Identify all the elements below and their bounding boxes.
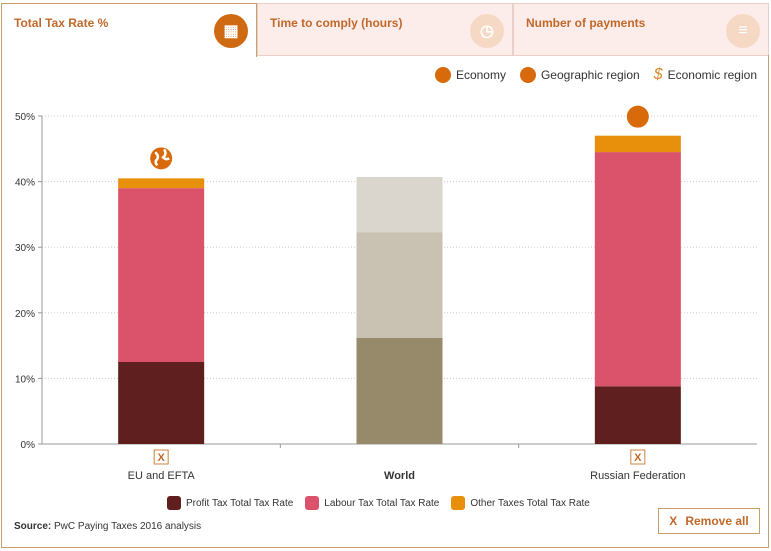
calculator-icon: ▦ [214,14,248,48]
y-tick-label: 40% [15,178,35,189]
source-text: PwC Paying Taxes 2016 analysis [54,521,202,532]
tab-number-of-payments[interactable]: Number of payments ≡ [513,3,769,56]
economy-icon [626,105,649,128]
bar-segment [594,152,681,387]
y-tick-label: 10% [15,374,35,385]
chart-panel [1,55,769,548]
tab-time-to-comply[interactable]: Time to comply (hours) ◷ [257,3,513,56]
legend-label: Profit Tax Total Tax Rate [186,497,294,509]
x-tick-label: World [384,470,415,482]
economy-icon [434,67,451,83]
remove-x-icon: X [157,452,165,464]
bar-segment [356,337,443,444]
labour-swatch [305,496,320,510]
money-stack-icon: ≡ [726,14,760,48]
bar-segment [356,232,443,338]
dollar-icon: $ [653,66,663,83]
y-tick-label: 50% [15,112,35,123]
tab-label: Number of payments [526,16,646,30]
bar-segment [594,135,681,153]
tab-label: Time to comply (hours) [270,16,403,30]
series-legend: Profit Tax Total Tax Rate Labour Tax Tot… [167,496,590,510]
remove-all-button[interactable]: X Remove all [658,508,760,534]
legend-label: Labour Tax Total Tax Rate [324,497,440,509]
economic-label: Economic region [667,68,757,82]
profit-swatch [167,496,181,510]
legend-label: Other Taxes Total Tax Rate [470,497,590,509]
remove-category-button[interactable] [630,449,646,465]
source-note: Source: PwC Paying Taxes 2016 analysis [14,521,201,532]
other-swatch [451,496,466,510]
bar-segment [118,362,205,444]
bar-segment [118,178,205,189]
y-tick-label: 0% [21,440,36,451]
remove-category-button[interactable] [153,449,169,465]
tab-label: Total Tax Rate % [14,16,109,30]
globe-icon [519,67,536,83]
globe-land [154,148,170,167]
remove-x-icon: X [634,452,642,464]
geographic-label: Geographic region [540,68,640,82]
economy-label: Economy [455,68,506,82]
source-label: Source: [14,521,52,532]
y-tick-label: 30% [15,243,35,254]
bar-segment [356,177,443,233]
bar-segment [118,188,205,362]
tab-total-tax-rate[interactable]: Total Tax Rate % ▦ [1,3,257,57]
y-tick-label: 20% [15,309,35,320]
bar-segment [594,386,681,444]
type-legend: Economy Geographic region $ Economic regi… [434,66,757,84]
x-tick-label: EU and EFTA [128,470,196,482]
remove-all-label: Remove all [685,514,749,528]
clock-icon: ◷ [470,14,504,48]
close-icon: X [669,514,678,528]
x-tick-label: Russian Federation [590,470,685,482]
